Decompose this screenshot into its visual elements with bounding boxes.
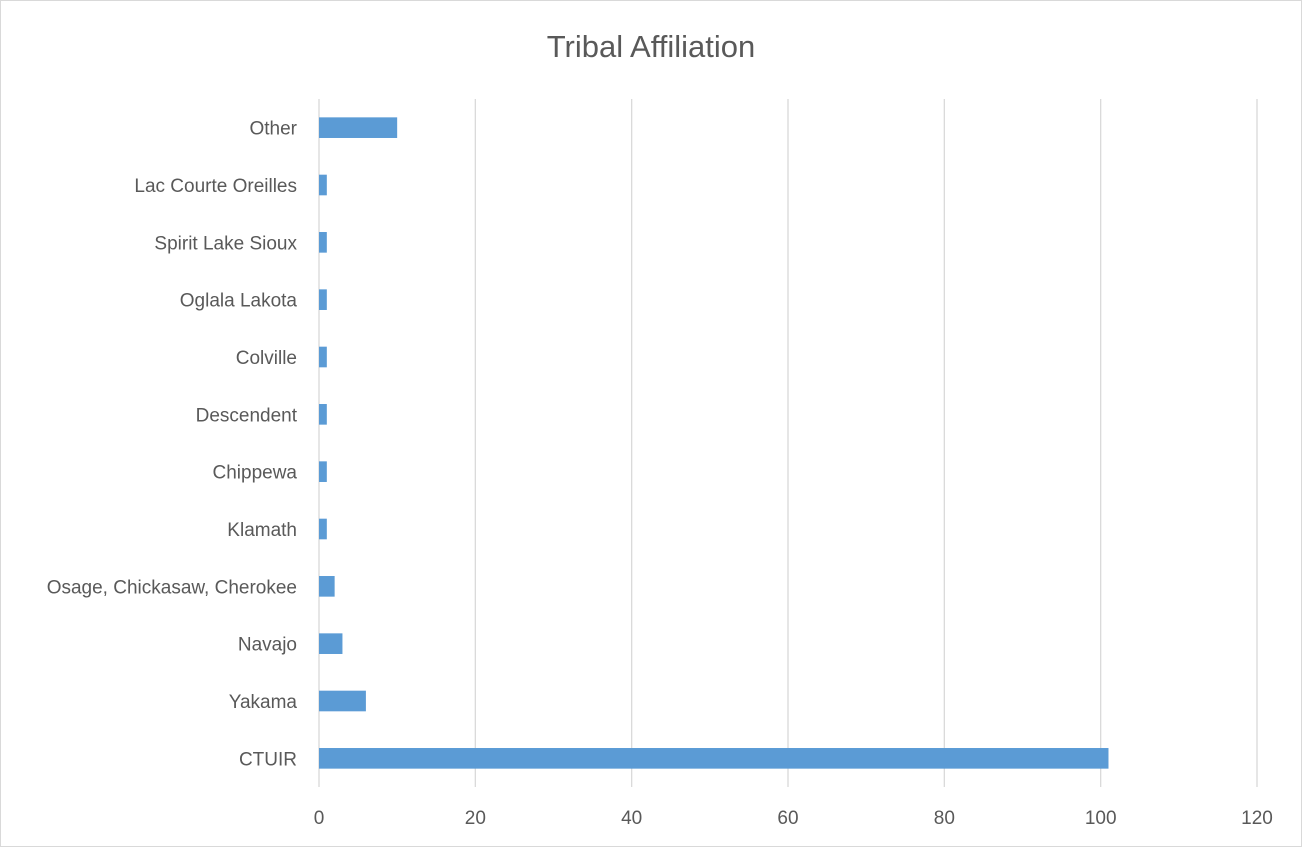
category-label: Other	[249, 119, 297, 140]
category-labels: CTUIR Yakama Navajo Osage, Chickasaw, Chero…	[47, 119, 298, 771]
category-label: Navajo	[238, 635, 297, 656]
x-tick-label: 0	[314, 808, 325, 829]
bar	[319, 289, 327, 310]
x-tick-label: 40	[621, 808, 642, 829]
category-label: Chippewa	[213, 463, 298, 484]
x-tick-label: 100	[1085, 808, 1117, 829]
bar	[319, 576, 335, 597]
category-label: Lac Courte Oreilles	[134, 176, 297, 197]
category-label: CTUIR	[239, 749, 297, 770]
bar	[319, 346, 327, 368]
bar	[319, 461, 327, 482]
category-label: Klamath	[227, 520, 297, 541]
x-tick-label: 60	[777, 808, 798, 829]
gridlines	[318, 99, 1258, 787]
bar	[319, 174, 327, 196]
x-axis-ticks: 0 20 40 60 80 100 120	[314, 808, 1273, 829]
category-label: Oglala Lakota	[180, 291, 298, 312]
x-tick-label: 120	[1241, 808, 1273, 829]
x-tick-label: 20	[465, 808, 486, 829]
bar	[319, 633, 343, 654]
bar	[319, 117, 398, 138]
bar	[319, 232, 327, 253]
chart-title: Tribal Affiliation	[547, 29, 756, 64]
category-label: Yakama	[229, 692, 298, 713]
bar	[319, 748, 1109, 769]
category-label: Spirit Lake Sioux	[154, 233, 297, 254]
bar	[319, 404, 327, 425]
bar	[319, 518, 327, 540]
category-label: Descendent	[196, 405, 298, 426]
category-label: Colville	[236, 348, 297, 369]
bar	[319, 690, 366, 712]
category-label: Osage, Chickasaw, Cherokee	[47, 577, 297, 598]
bars	[319, 117, 1109, 769]
x-tick-label: 80	[934, 808, 955, 829]
